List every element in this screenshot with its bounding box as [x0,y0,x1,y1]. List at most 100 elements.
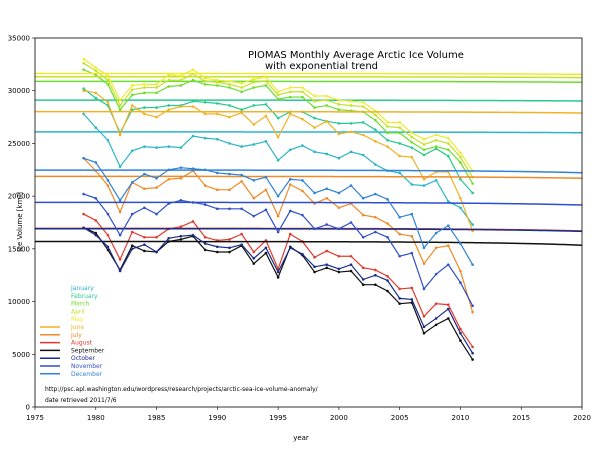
point-december [301,179,304,182]
point-june [252,123,256,126]
point-october [203,242,207,245]
point-january [130,149,134,153]
point-november [203,203,207,206]
point-december [130,181,134,184]
point-april [167,78,171,82]
point-december [240,173,243,177]
point-december [337,191,341,195]
point-may [276,90,280,94]
point-february [459,177,462,181]
point-december [459,242,462,245]
series-december [35,156,582,266]
point-january [179,146,183,149]
point-march [191,78,195,82]
y-tick-label: 25000 [8,140,30,148]
y-tick-label: 20000 [8,193,30,201]
point-january [106,138,110,142]
point-may [422,137,426,141]
point-march [374,118,377,122]
point-april [337,103,341,106]
point-december [361,196,365,200]
point-february [82,87,85,90]
x-tick-label: 2015 [512,414,530,422]
point-december [191,167,195,171]
point-october [143,243,146,246]
point-january [155,146,158,149]
point-august [130,230,134,234]
point-november [459,281,462,284]
point-march [155,91,158,95]
point-june [410,155,414,159]
point-august [349,254,353,258]
point-january [191,134,195,138]
point-june [459,196,462,200]
point-august [398,287,401,291]
point-july [398,232,401,236]
x-tick-label: 2000 [330,414,348,422]
point-february [422,153,426,157]
point-july [106,184,110,187]
point-april [349,104,353,107]
point-august [313,255,316,259]
point-october [361,278,365,281]
point-may [203,76,207,80]
point-august [252,250,256,254]
point-october [94,233,98,237]
point-november [228,207,231,211]
y-tick-label: 10000 [8,298,30,306]
point-may [459,151,462,155]
point-december [155,176,158,180]
point-september [252,262,256,265]
y-axis-label: Ice Volume [km³] [16,192,24,252]
point-april [301,90,304,94]
series-october [35,226,582,355]
point-february [167,104,171,107]
point-march [94,73,98,77]
point-january [203,136,207,140]
point-april [410,135,414,139]
point-january [349,150,353,154]
point-october [130,247,134,251]
point-july [276,214,280,218]
point-july [143,187,146,191]
point-april [240,86,243,89]
point-may [118,98,122,102]
point-october [276,270,280,274]
point-june [228,115,231,119]
point-may [410,131,414,135]
point-june [118,133,122,137]
point-may [313,94,316,98]
point-june [94,91,98,95]
point-june [337,132,341,136]
point-december [203,168,207,172]
point-march [216,84,219,87]
point-october [252,257,256,260]
point-july [410,234,414,238]
point-september [264,251,268,255]
point-october [410,298,414,301]
point-may [434,133,438,137]
series-may [35,57,582,173]
point-december [276,194,280,198]
point-march [106,83,110,86]
point-november [264,208,268,212]
legend-label-january: January [70,285,94,292]
point-april [228,83,231,86]
trend-february [35,99,582,102]
point-april [106,78,110,82]
point-may [94,66,98,69]
point-april [276,93,280,97]
point-april [203,79,207,83]
point-july [422,262,426,265]
point-april [398,126,401,129]
trend-march [35,80,582,83]
y-tick-label: 35000 [8,35,30,43]
point-august [374,268,377,272]
point-november [216,207,219,211]
point-september [276,276,280,279]
point-february [361,121,365,124]
point-july [118,210,122,214]
point-january [325,152,329,156]
point-july [252,196,256,200]
